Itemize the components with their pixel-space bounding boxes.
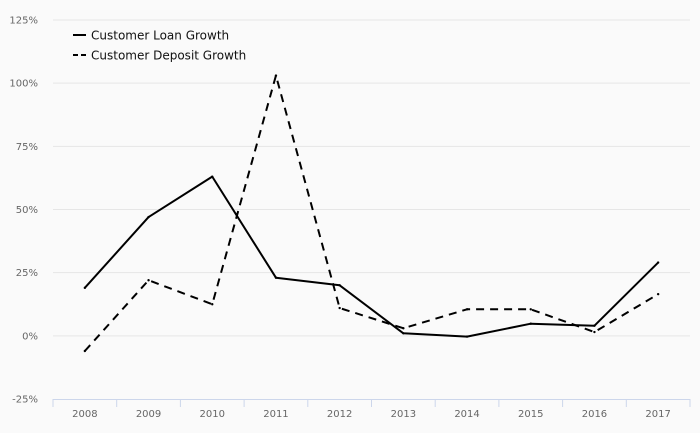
legend-item-loan[interactable]: Customer Loan Growth [73, 29, 229, 43]
y-tick-label: 125% [9, 16, 38, 27]
series-lines [83, 74, 660, 353]
y-axis-tick-labels: -25% 0% 25% 50% 75% 100% 125% [9, 16, 38, 406]
data-point [338, 306, 341, 310]
gridlines [53, 19, 690, 337]
series-line-loan [84, 175, 659, 338]
data-point [338, 284, 341, 287]
data-point [465, 308, 469, 311]
data-point [147, 279, 150, 282]
data-point [402, 327, 405, 330]
y-tick-label: 25% [16, 268, 38, 279]
data-point [593, 330, 596, 334]
x-tick-label: 2009 [136, 409, 161, 420]
data-point [465, 335, 469, 338]
x-tick-label: 2013 [391, 409, 416, 420]
x-tick-label: 2012 [327, 409, 352, 420]
data-point [83, 286, 87, 290]
y-tick-label: 75% [16, 142, 38, 153]
legend-label-deposit: Customer Deposit Growth [91, 49, 246, 63]
legend-item-deposit[interactable]: Customer Deposit Growth [73, 49, 246, 63]
data-point [274, 74, 278, 77]
data-point [274, 276, 278, 279]
legend: Customer Loan Growth Customer Deposit Gr… [73, 29, 246, 63]
data-point [211, 303, 214, 306]
x-tick-label: 2008 [72, 409, 97, 420]
x-tick-label: 2015 [518, 409, 543, 420]
data-point [211, 175, 214, 178]
x-tick-label: 2010 [200, 409, 225, 420]
data-point [529, 308, 532, 311]
data-point [529, 322, 532, 325]
x-axis [52, 399, 691, 407]
data-point [593, 324, 596, 327]
data-point [83, 349, 87, 353]
data-point [656, 261, 660, 264]
x-tick-label: 2014 [454, 409, 479, 420]
data-point [147, 215, 150, 219]
series-line-deposit [84, 74, 659, 352]
x-tick-label: 2016 [582, 409, 607, 420]
y-tick-label: 50% [16, 205, 38, 216]
data-point [656, 292, 660, 296]
x-tick-label: 2011 [263, 409, 288, 420]
y-tick-label: -25% [12, 395, 38, 406]
x-tick-label: 2017 [645, 409, 670, 420]
y-tick-label: 0% [22, 331, 38, 342]
legend-label-loan: Customer Loan Growth [91, 29, 229, 43]
data-point [402, 332, 405, 335]
x-axis-tick-labels: 2008 2009 2010 2011 2012 2013 2014 2015 2016 2017 [72, 409, 671, 420]
y-tick-label: 100% [9, 79, 38, 90]
